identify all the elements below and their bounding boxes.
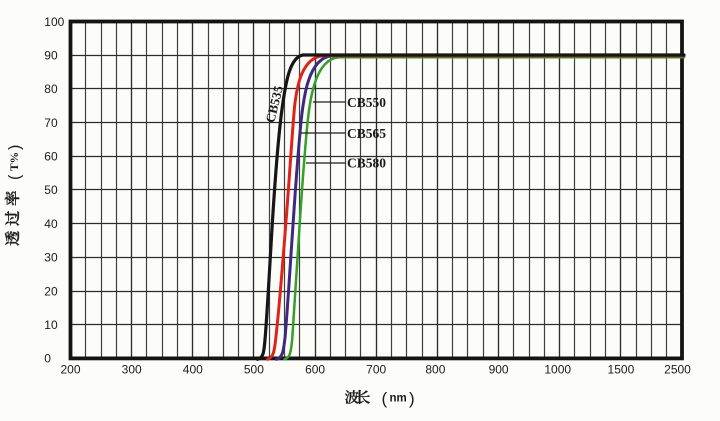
svg-text:2500: 2500 xyxy=(664,363,691,377)
svg-text:500: 500 xyxy=(244,363,264,377)
svg-text:(: ( xyxy=(7,174,24,180)
svg-text:20: 20 xyxy=(44,284,58,298)
svg-text:1000: 1000 xyxy=(544,363,571,377)
svg-text:nm: nm xyxy=(390,393,407,405)
svg-text:CB550: CB550 xyxy=(347,95,386,110)
svg-text:40: 40 xyxy=(44,217,58,231)
svg-text:600: 600 xyxy=(305,363,325,377)
svg-text:1500: 1500 xyxy=(608,363,635,377)
svg-text:900: 900 xyxy=(489,363,509,377)
svg-text:CB580: CB580 xyxy=(347,156,386,171)
svg-text:100: 100 xyxy=(44,15,64,29)
svg-text:300: 300 xyxy=(122,363,142,377)
svg-text:10: 10 xyxy=(44,318,58,332)
svg-text:80: 80 xyxy=(44,82,58,96)
svg-text:): ) xyxy=(7,145,24,150)
svg-text:200: 200 xyxy=(60,363,80,377)
svg-text:0: 0 xyxy=(44,352,51,366)
svg-text:700: 700 xyxy=(366,363,386,377)
svg-text:50: 50 xyxy=(44,183,58,197)
svg-text:T%: T% xyxy=(9,152,21,171)
svg-text:800: 800 xyxy=(425,363,445,377)
svg-text:CB565: CB565 xyxy=(347,126,386,141)
svg-text:(: ( xyxy=(382,389,388,408)
svg-text:70: 70 xyxy=(44,116,58,130)
svg-text:): ) xyxy=(409,389,415,408)
svg-text:30: 30 xyxy=(44,251,58,265)
svg-text:90: 90 xyxy=(44,49,58,63)
svg-text:400: 400 xyxy=(183,363,203,377)
svg-text:60: 60 xyxy=(44,150,58,164)
